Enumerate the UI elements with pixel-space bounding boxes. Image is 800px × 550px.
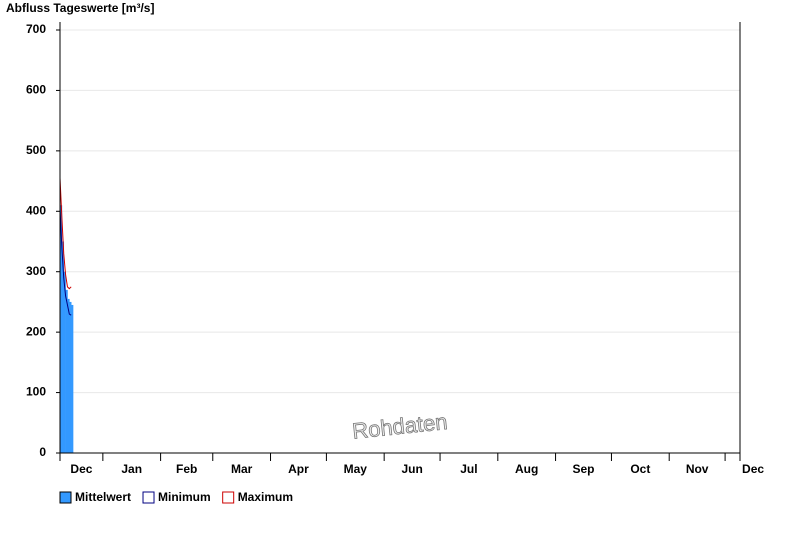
x-tick-label: Nov bbox=[686, 462, 709, 476]
x-tick-label: Dec bbox=[742, 462, 764, 476]
line bbox=[59, 208, 72, 316]
bar bbox=[61, 241, 65, 453]
legend-swatch bbox=[222, 491, 235, 504]
bar bbox=[63, 271, 66, 453]
x-tick-label: Jul bbox=[460, 462, 477, 476]
y-tick-label: 100 bbox=[26, 385, 46, 399]
y-tick-label: 400 bbox=[26, 203, 46, 217]
x-tick-label: Apr bbox=[288, 462, 309, 476]
legend-swatch bbox=[59, 491, 72, 504]
y-tick-label: 0 bbox=[39, 445, 46, 459]
legend-swatch bbox=[142, 491, 155, 504]
y-tick-label: 700 bbox=[26, 22, 46, 36]
y-tick-label: 500 bbox=[26, 143, 46, 157]
legend-label: Minimum bbox=[158, 490, 211, 504]
x-tick-label: Mar bbox=[231, 462, 253, 476]
y-tick-label: 300 bbox=[26, 264, 46, 278]
y-tick-label: 200 bbox=[26, 324, 46, 338]
legend-item: Minimum bbox=[142, 490, 211, 504]
legend-label: Maximum bbox=[238, 490, 293, 504]
bar bbox=[71, 304, 74, 453]
legend-item: Maximum bbox=[222, 490, 293, 504]
x-tick-label: Jun bbox=[401, 462, 422, 476]
line bbox=[59, 178, 72, 290]
bar bbox=[60, 205, 63, 453]
chart-title: Abfluss Tageswerte [m³/s] bbox=[6, 1, 154, 15]
legend-label: Mittelwert bbox=[75, 490, 131, 504]
bar bbox=[69, 301, 72, 453]
y-tick-label: 600 bbox=[26, 83, 46, 97]
bar bbox=[65, 289, 68, 453]
x-tick-label: Feb bbox=[176, 462, 197, 476]
watermark: Rohdaten bbox=[351, 409, 449, 444]
x-tick-label: Oct bbox=[630, 462, 650, 476]
x-tick-label: May bbox=[344, 462, 368, 476]
x-tick-label: Sep bbox=[572, 462, 594, 476]
x-tick-label: Aug bbox=[515, 462, 538, 476]
x-tick-label: Jan bbox=[121, 462, 142, 476]
bar bbox=[67, 298, 70, 453]
legend-item: Mittelwert bbox=[59, 490, 131, 504]
x-tick-label: Dec bbox=[70, 462, 92, 476]
